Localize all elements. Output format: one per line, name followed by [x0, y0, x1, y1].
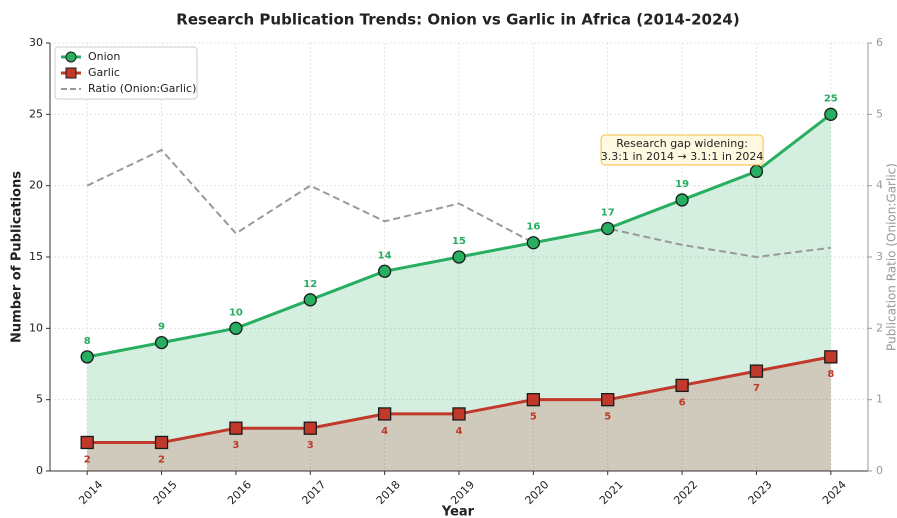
- point-marker: [80, 435, 94, 450]
- x-tick-label: 2014: [76, 478, 105, 507]
- y-tick-label: 25: [29, 107, 43, 120]
- annotation-text: Research gap widening:: [616, 137, 748, 150]
- y-tick-label: 5: [36, 393, 43, 406]
- x-tick-label: 2015: [151, 478, 180, 507]
- point-marker: [749, 364, 764, 378]
- data-label: 5: [530, 412, 537, 423]
- annotation-box: [600, 134, 764, 166]
- data-label: 16: [526, 222, 540, 233]
- data-label: 10: [229, 307, 243, 318]
- chart-title: Research Publication Trends: Onion vs Ga…: [176, 11, 739, 29]
- y-tick-label: 30: [29, 36, 43, 49]
- x-tick-label: 2023: [746, 478, 775, 507]
- x-axis-label: Year: [441, 505, 475, 518]
- data-label: 25: [824, 93, 838, 104]
- area-fill: [87, 114, 831, 471]
- point-marker: [526, 236, 541, 250]
- ratio-line: [86, 148, 831, 259]
- legend-box: [54, 46, 198, 100]
- data-label: 8: [84, 336, 91, 347]
- data-label: 7: [753, 383, 760, 394]
- data-label: 19: [675, 179, 689, 190]
- data-label: 8: [827, 369, 834, 380]
- point-marker: [80, 350, 94, 364]
- y-tick-label: 0: [36, 464, 43, 477]
- x-tick-label: 2016: [225, 478, 254, 507]
- data-label: 3: [307, 440, 314, 451]
- point-marker: [675, 378, 689, 393]
- point-marker: [526, 393, 541, 407]
- legend-marker: [65, 67, 77, 79]
- point-marker: [154, 435, 169, 450]
- point-marker: [303, 293, 317, 307]
- data-label: 14: [378, 250, 392, 261]
- x-tick-label: 2022: [671, 478, 700, 507]
- data-label: 2: [158, 454, 165, 465]
- point-marker: [154, 335, 169, 350]
- point-marker: [675, 193, 689, 207]
- point-marker: [452, 250, 466, 264]
- point-marker: [824, 107, 838, 121]
- annotation-text: 3.3:1 in 2014 → 3.1:1 in 2024: [601, 150, 764, 163]
- x-tick-label: 2017: [299, 478, 328, 507]
- y2-tick-label: 3: [876, 250, 883, 263]
- y2-tick-label: 1: [876, 393, 883, 406]
- point-marker: [749, 164, 764, 179]
- x-tick-label: 2020: [523, 478, 552, 507]
- point-marker: [824, 350, 838, 364]
- y2-tick-label: 2: [876, 321, 883, 334]
- point-marker: [377, 264, 392, 278]
- data-label: 12: [303, 279, 317, 290]
- point-marker: [229, 421, 243, 435]
- point-marker: [601, 221, 615, 236]
- point-marker: [229, 321, 243, 335]
- y-tick-label: 20: [29, 179, 43, 192]
- y2-tick-label: 6: [876, 36, 883, 49]
- legend-label: Garlic: [88, 66, 120, 79]
- data-label: 6: [679, 397, 686, 408]
- data-label: 4: [381, 426, 388, 437]
- data-label: 5: [604, 412, 611, 423]
- data-label: 17: [601, 207, 615, 218]
- y2-tick-label: 0: [876, 464, 883, 477]
- y-tick-label: 10: [29, 321, 43, 334]
- x-tick-label: 2024: [820, 478, 849, 507]
- point-marker: [377, 407, 392, 421]
- legend-label: Onion: [88, 50, 120, 63]
- x-tick-label: 2021: [597, 478, 626, 507]
- data-label: 3: [232, 440, 239, 451]
- data-label: 4: [456, 426, 463, 437]
- legend-marker: [65, 51, 77, 63]
- data-label: 15: [452, 236, 466, 247]
- data-label: 2: [84, 454, 91, 465]
- y-tick-label: 15: [29, 250, 43, 263]
- point-marker: [452, 407, 466, 421]
- y2-tick-label: 4: [876, 179, 883, 192]
- y-axis-label: Number of Publications: [10, 171, 25, 343]
- point-marker: [601, 393, 615, 407]
- data-label: 9: [158, 322, 165, 333]
- x-tick-label: 2018: [374, 478, 403, 507]
- legend-label: Ratio (Onion:Garlic): [88, 82, 196, 95]
- y2-axis-label: Publication Ratio (Onion:Garlic): [885, 163, 897, 351]
- y2-tick-label: 5: [876, 107, 883, 120]
- x-tick-label: 2019: [448, 478, 477, 507]
- point-marker: [303, 421, 317, 435]
